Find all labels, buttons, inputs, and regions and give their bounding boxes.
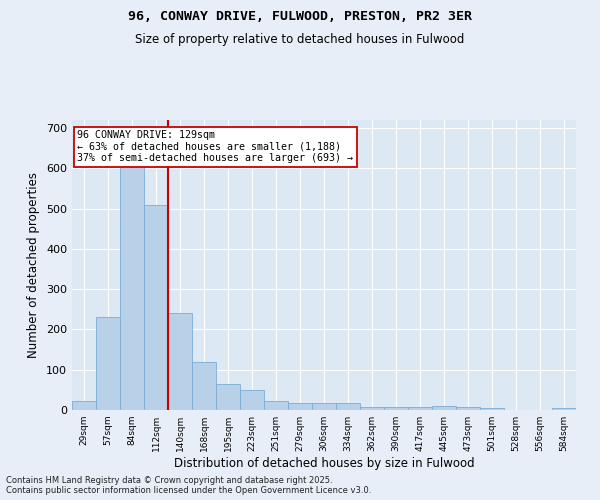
Bar [144,204,168,410]
Bar [72,401,96,410]
Bar [216,384,240,410]
Bar [552,408,576,410]
Bar [192,362,216,410]
Text: Size of property relative to detached houses in Fulwood: Size of property relative to detached ho… [136,32,464,46]
Bar [384,407,408,410]
Bar [360,407,384,410]
Bar [336,403,360,410]
Bar [288,403,312,410]
Y-axis label: Number of detached properties: Number of detached properties [28,172,40,358]
Text: 96 CONWAY DRIVE: 129sqm
← 63% of detached houses are smaller (1,188)
37% of semi: 96 CONWAY DRIVE: 129sqm ← 63% of detache… [77,130,353,164]
Text: Contains HM Land Registry data © Crown copyright and database right 2025.
Contai: Contains HM Land Registry data © Crown c… [6,476,371,495]
Bar [240,390,264,410]
Bar [96,318,120,410]
X-axis label: Distribution of detached houses by size in Fulwood: Distribution of detached houses by size … [173,457,475,470]
Bar [480,408,504,410]
Bar [408,407,432,410]
Bar [168,314,192,410]
Bar [120,156,144,410]
Bar [432,406,456,410]
Text: 96, CONWAY DRIVE, FULWOOD, PRESTON, PR2 3ER: 96, CONWAY DRIVE, FULWOOD, PRESTON, PR2 … [128,10,472,23]
Bar [456,407,480,410]
Bar [312,403,336,410]
Bar [264,401,288,410]
